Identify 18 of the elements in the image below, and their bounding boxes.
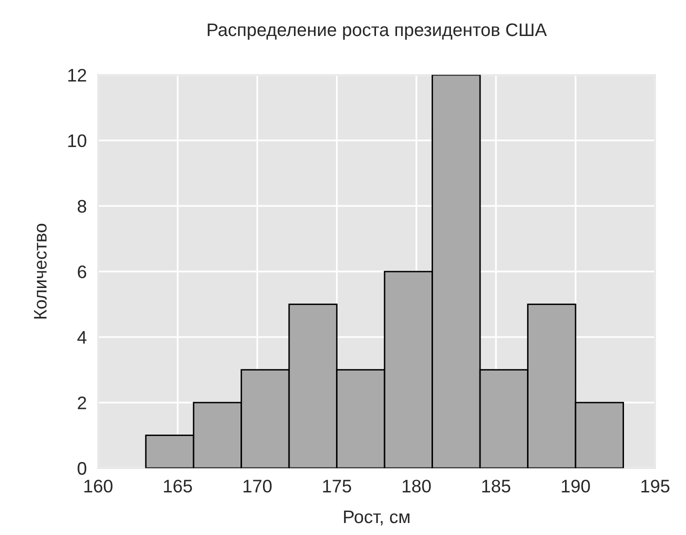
- y-axis-title: Количество: [34, 224, 47, 319]
- x-tick-label: 185: [482, 480, 510, 492]
- y-tick-label: 10: [68, 134, 86, 148]
- x-tick-label: 180: [402, 480, 431, 492]
- x-tick-label: 190: [562, 480, 590, 492]
- y-tick-label: 6: [78, 265, 86, 278]
- x-tick-label: 160: [84, 480, 112, 492]
- chart-title: Распределение роста президентов США: [208, 23, 547, 40]
- x-tick-label: 175: [323, 480, 352, 492]
- y-tick-label: 0: [78, 462, 86, 475]
- x-tick-label: 165: [164, 480, 192, 492]
- y-tick-label: 12: [68, 68, 86, 82]
- x-tick-label: 195: [641, 480, 670, 492]
- y-tick-label: 8: [78, 200, 86, 213]
- y-tick-label: 2: [78, 396, 86, 410]
- x-tick-label: 170: [244, 480, 272, 492]
- x-axis-title: Рост, см: [344, 510, 410, 526]
- y-tick-label: 4: [77, 331, 86, 344]
